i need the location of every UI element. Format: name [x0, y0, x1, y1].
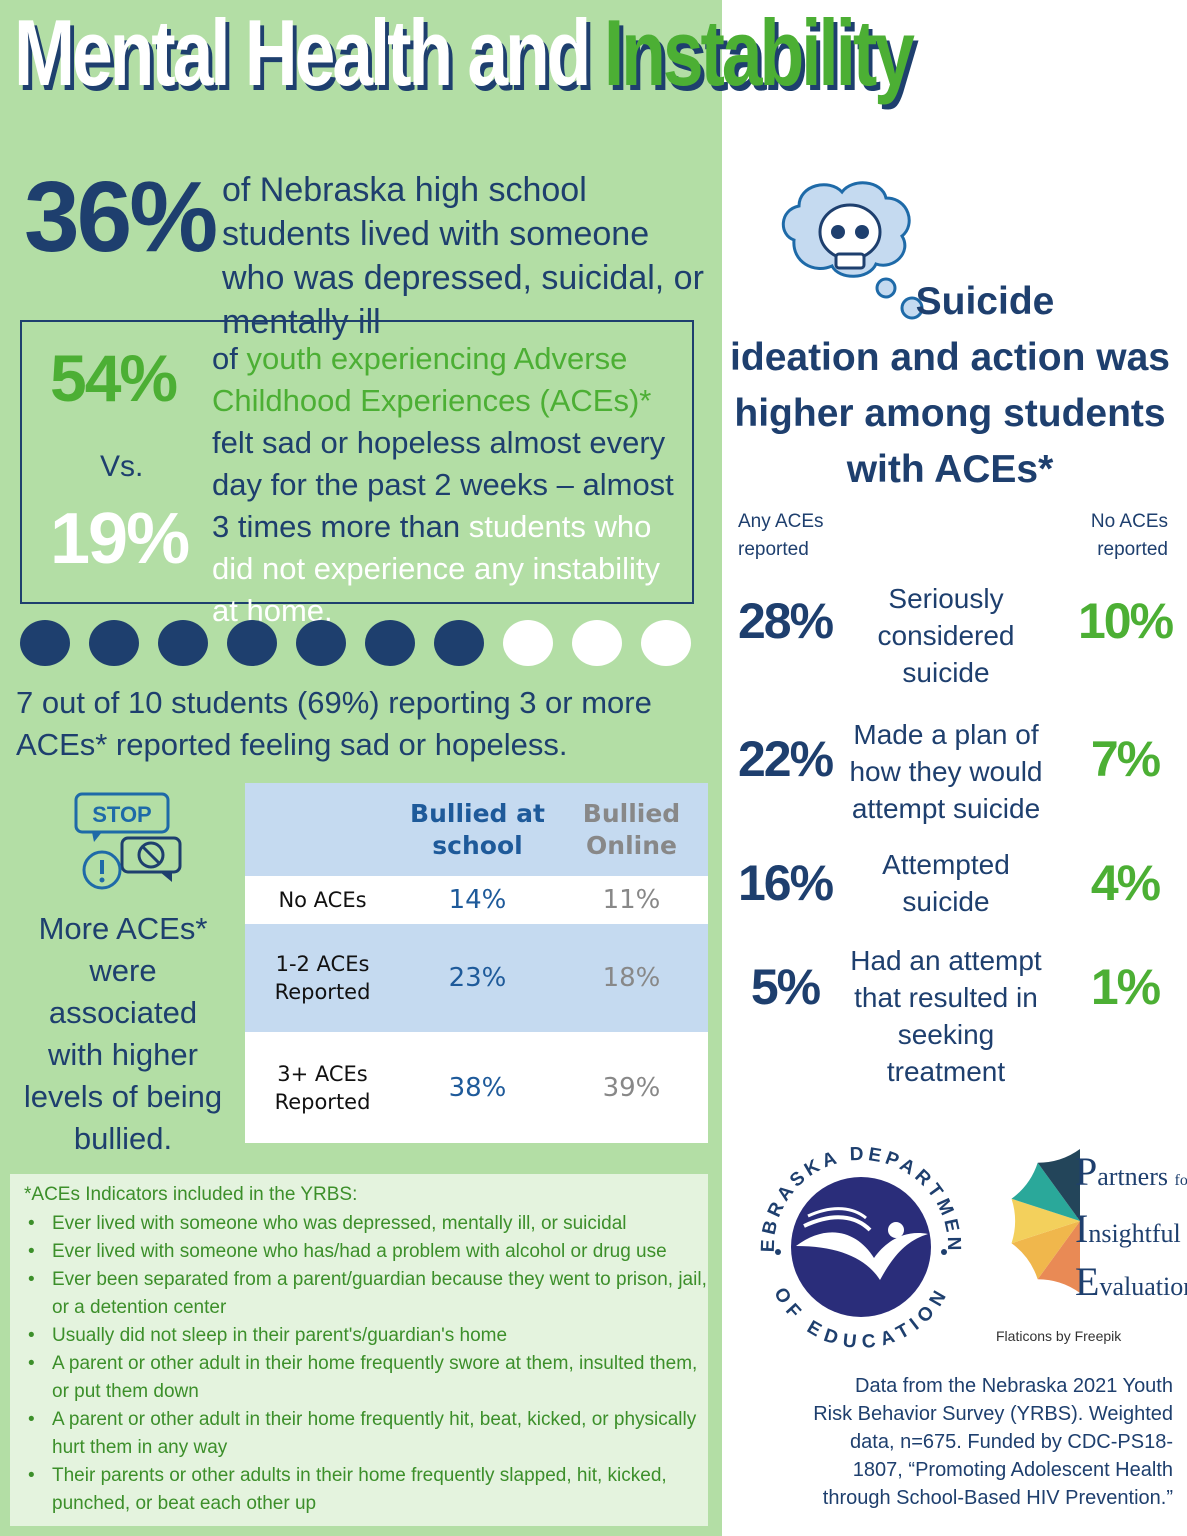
stop-icon-label: STOP — [92, 802, 152, 827]
list-item: A parent or other adult in their home fr… — [24, 1406, 708, 1462]
any-aces-value: 5% — [750, 959, 821, 1015]
dot-filled — [365, 620, 415, 666]
pie-wedge — [1037, 1221, 1080, 1293]
suicide-row-label: Had an attempt that resulted in seeking … — [850, 945, 1042, 1087]
stat-36-value: 36% — [24, 161, 218, 273]
header-bullied-school: Bullied at school — [410, 798, 545, 860]
list-item: Ever lived with someone who has/had a pr… — [24, 1238, 708, 1266]
cell-online: 11% — [602, 885, 661, 915]
dot-empty — [503, 620, 553, 666]
header-bullied-online: Bullied Online — [582, 798, 681, 860]
table-header: Bullied at school Bullied Online — [245, 783, 708, 876]
data-source-note: Data from the Nebraska 2021 Youth Risk B… — [813, 1375, 1173, 1509]
no-aces-value: 7% — [1090, 731, 1161, 787]
flaticons-credit: Flaticons by Freepik — [996, 1328, 1122, 1344]
pie-for: for — [1174, 1172, 1187, 1189]
dot-filled — [20, 620, 70, 666]
column-any-aces: Any ACEs reported — [738, 511, 824, 560]
comparison-text-2: youth experiencing Adverse Childhood Exp… — [212, 341, 652, 418]
comparison-text-3: felt sad or hopeless almost every day fo… — [212, 425, 674, 544]
cell-online: 39% — [602, 1072, 661, 1103]
pie-i: I — [1075, 1206, 1089, 1251]
cell-school: 14% — [448, 885, 507, 915]
title-part-1: Mental Health and — [14, 0, 591, 105]
list-item: A parent or other adult in their home fr… — [24, 1350, 708, 1406]
pie-wedge — [1011, 1162, 1080, 1221]
list-item: Ever lived with someone who was depresse… — [24, 1210, 708, 1238]
skull-thought-cloud-icon — [781, 181, 924, 320]
table-row: 3+ ACEs Reported 38% 39% — [245, 1032, 708, 1143]
bullying-text: More ACEs* were associated with higher l… — [23, 911, 223, 1156]
aces-indicators-list: Ever lived with someone who was depresse… — [24, 1210, 708, 1518]
vs-label: Vs. — [100, 450, 144, 483]
dot-filled — [158, 620, 208, 666]
list-item: Usually did not sleep in their parent's/… — [24, 1322, 708, 1350]
pie-line-2: Insightful — [1075, 1205, 1187, 1258]
dot-empty — [641, 620, 691, 666]
list-item: Their parents or other adults in their h… — [24, 1462, 708, 1518]
pie-e: E — [1075, 1259, 1100, 1304]
aces-indicators-title: *ACEs Indicators included in the YRBS: — [24, 1184, 358, 1205]
comparison-box: 54% Vs. 19% of youth experiencing Advers… — [20, 320, 694, 628]
list-item: Ever been separated from a parent/guardi… — [24, 1266, 708, 1322]
header-empty — [245, 783, 400, 876]
bullying-table: Bullied at school Bullied Online No ACEs… — [245, 783, 708, 1143]
comparison-text-1: of — [212, 341, 247, 376]
row-label: 3+ ACEs Reported — [274, 1061, 371, 1114]
comparison-text-4: students who did not experience any inst… — [212, 509, 661, 628]
title-part-2: Instability — [603, 0, 915, 105]
table-row: No ACEs 14% 11% — [245, 876, 708, 924]
pie-logo-text: Partners for Insightful Evaluation — [1075, 1148, 1187, 1311]
pie-p: P — [1075, 1149, 1098, 1194]
suicide-heading: Suicide ideation and action was higher a… — [730, 274, 1170, 498]
value-aces: 54% — [50, 341, 178, 415]
dot-filled — [434, 620, 484, 666]
dot-filled — [227, 620, 277, 666]
dot-filled — [296, 620, 346, 666]
pie-wedge — [1011, 1198, 1080, 1244]
stop-speech-bubble-icon: STOP — [74, 792, 182, 890]
table-row: 1-2 ACEs Reported 23% 18% — [245, 924, 708, 1032]
dot-row — [20, 620, 700, 668]
row-label: 1-2 ACEs Reported — [274, 952, 371, 1004]
suicide-heading-2: ideation and action was higher among stu… — [730, 336, 1170, 491]
suicide-heading-1: Suicide — [915, 280, 1055, 323]
any-aces-value: 22% — [737, 731, 834, 787]
pie-e-rest: valuation — [1099, 1272, 1187, 1301]
any-aces-value: 16% — [737, 855, 834, 911]
stat-7-of-10: 7 out of 10 students (69%) reporting 3 o… — [16, 685, 652, 762]
page-title: Mental Health and Instability — [14, 6, 915, 100]
pie-i-rest: nsightful — [1088, 1219, 1181, 1248]
row-label: No ACEs — [278, 888, 367, 912]
cell-school: 38% — [448, 1072, 507, 1103]
partners-insightful-evaluation-pie-icon — [1011, 1149, 1080, 1293]
cell-online: 18% — [602, 963, 661, 993]
dot-filled — [89, 620, 139, 666]
pie-p-rest: artners — [1097, 1162, 1168, 1191]
suicide-row-label: Attempted suicide — [882, 849, 1010, 917]
any-aces-value: 28% — [737, 593, 834, 649]
pie-line-3: Evaluation — [1075, 1258, 1187, 1311]
pie-wedge — [1037, 1149, 1080, 1221]
pie-line-1: Partners for — [1075, 1148, 1187, 1205]
value-no-aces: 19% — [50, 499, 190, 579]
comparison-text: of youth experiencing Adverse Childhood … — [212, 338, 694, 632]
column-no-aces: No ACEs reported — [1090, 511, 1168, 560]
suicide-row-label: Seriously considered suicide — [877, 583, 1015, 688]
pie-wedge — [1011, 1221, 1080, 1280]
cell-school: 23% — [448, 963, 507, 993]
nebraska-department-of-education-logo: NEBRASKA DEPARTMENT OF EDUCATION — [748, 1134, 960, 1353]
stat-36-text: of Nebraska high school students lived w… — [222, 171, 704, 341]
no-aces-value: 4% — [1090, 855, 1161, 911]
no-aces-value: 10% — [1077, 593, 1174, 649]
suicide-row-label: Made a plan of how they would attempt su… — [849, 719, 1043, 824]
no-aces-value: 1% — [1090, 959, 1161, 1015]
aces-indicators-box: *ACEs Indicators included in the YRBS: E… — [10, 1174, 708, 1526]
dot-empty — [572, 620, 622, 666]
